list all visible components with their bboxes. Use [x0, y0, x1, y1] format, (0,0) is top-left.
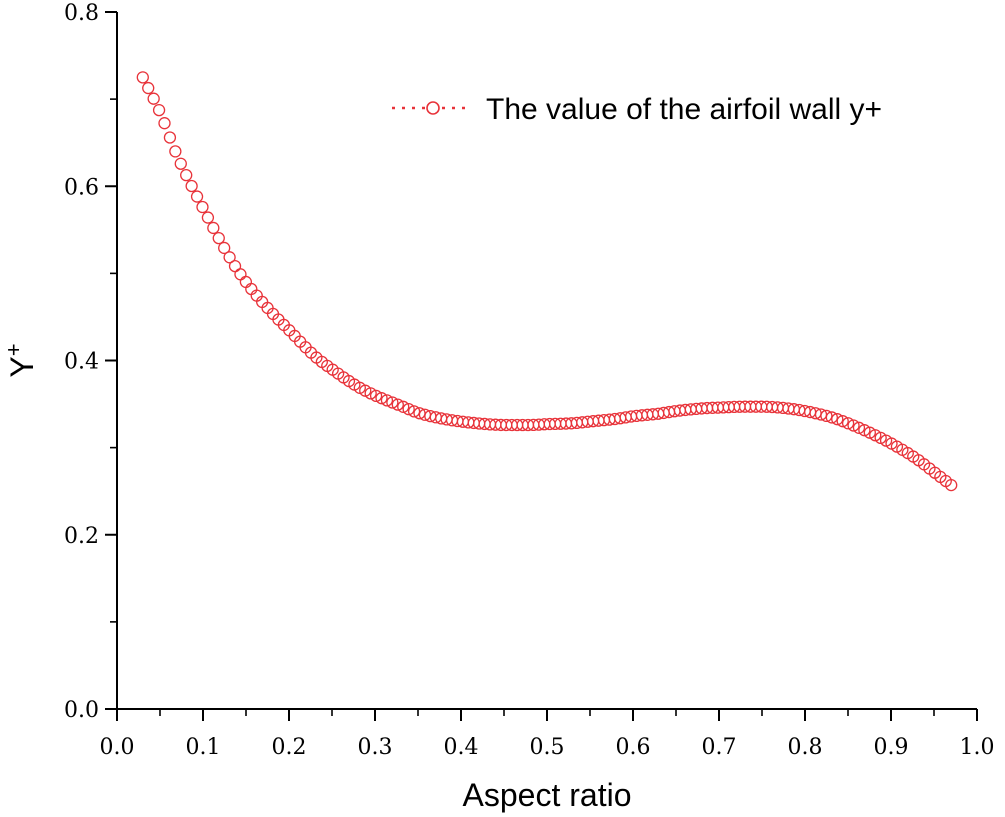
legend-label: The value of the airfoil wall y+: [486, 93, 882, 126]
data-point: [218, 241, 231, 255]
data-point: [142, 81, 155, 95]
y-tick-label: 0.8: [64, 1, 99, 26]
x-tick-label: 0.4: [444, 735, 479, 760]
y-axis-title: Y+: [1, 343, 40, 377]
data-point: [841, 417, 855, 430]
y-tick-label: 0.2: [64, 524, 99, 549]
x-tick-label: 0.5: [530, 735, 565, 760]
x-tick-label: 1.0: [960, 735, 995, 760]
data-point: [364, 387, 377, 400]
data-point: [820, 409, 833, 423]
data-point: [945, 478, 958, 492]
major-ticks: [105, 11, 978, 721]
x-tick-label: 0.7: [702, 735, 737, 760]
data-point: [234, 268, 247, 281]
data-point: [402, 403, 415, 416]
x-tick-labels: 0.0 0.1 0.2 0.3 0.4 0.5 0.6 0.7 0.8 0.9 1.0: [100, 735, 995, 760]
x-tick-label: 0.8: [788, 735, 823, 760]
data-point: [863, 426, 876, 439]
data-points: [136, 71, 958, 492]
data-point: [169, 145, 182, 158]
data-point: [196, 200, 209, 214]
data-point: [852, 421, 866, 434]
data-point: [375, 392, 388, 405]
data-point: [228, 259, 242, 273]
y-axis-title-superscript: +: [1, 343, 26, 356]
legend-marker: [426, 101, 440, 115]
data-point: [174, 157, 187, 170]
data-point: [836, 415, 849, 428]
x-tick-label: 0.9: [874, 735, 909, 760]
x-tick-label: 0.0: [100, 735, 135, 760]
data-point: [386, 396, 399, 409]
data-point: [152, 103, 166, 117]
data-point: [825, 411, 838, 424]
data-point: [369, 389, 383, 402]
data-point: [397, 400, 410, 413]
data-point: [147, 92, 160, 105]
data-point: [190, 190, 204, 203]
y-tick-label: 0.0: [64, 698, 99, 723]
y-tick-labels: 0.0 0.2 0.4 0.6 0.8: [64, 1, 99, 723]
data-point: [391, 398, 404, 411]
data-point: [380, 394, 394, 407]
y-tick-label: 0.4: [64, 350, 99, 375]
data-point: [858, 424, 871, 437]
data-point: [136, 71, 149, 84]
x-tick-label: 0.1: [186, 735, 221, 760]
data-point: [163, 131, 177, 144]
data-point: [180, 168, 193, 182]
data-point: [223, 251, 236, 264]
data-point: [847, 419, 860, 432]
x-tick-label: 0.2: [272, 735, 307, 760]
y-tick-label: 0.6: [64, 175, 99, 200]
x-tick-label: 0.6: [616, 735, 651, 760]
data-point: [212, 231, 225, 245]
minor-ticks: [110, 98, 935, 716]
x-tick-label: 0.3: [358, 735, 393, 760]
y-axis-title-base: Y: [4, 356, 40, 377]
data-point: [158, 117, 171, 130]
data-point: [831, 413, 844, 426]
data-point: [207, 221, 220, 235]
x-axis-title: Aspect ratio: [463, 777, 632, 813]
data-point: [239, 275, 253, 289]
data-point: [201, 211, 215, 224]
legend: The value of the airfoil wall y+: [392, 93, 882, 126]
data-point: [185, 179, 198, 193]
data-point: [407, 405, 421, 418]
